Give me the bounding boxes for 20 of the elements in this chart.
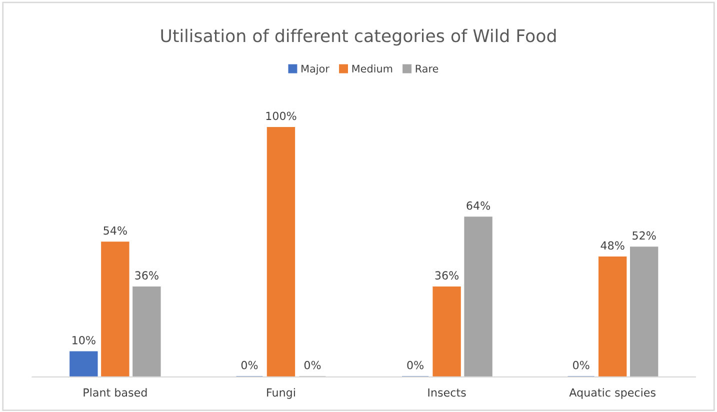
x-tick-label: Insects [428,388,466,397]
legend-label: Rare [416,64,438,73]
data-label: 100% [266,112,296,120]
legend-label: Medium [352,64,392,73]
data-label: 64% [466,201,490,210]
chart-title: Utilisation of different categories of Wild Food [161,28,556,46]
data-label: 52% [632,231,656,240]
x-tick-label: Fungi [267,388,295,399]
legend-label: Major [302,64,330,75]
data-label: 36% [435,271,459,280]
data-label: 10% [72,336,96,344]
data-label: 0% [241,360,258,370]
data-label: 0% [407,360,424,370]
data-label: 54% [104,226,127,235]
data-label: 48% [600,241,624,250]
x-tick-label: Aquatic species [569,388,656,399]
x-tick-label: Plant based [84,388,147,397]
data-label: 0% [304,360,321,370]
data-label: 36% [135,271,158,280]
data-label: 0% [573,360,590,370]
